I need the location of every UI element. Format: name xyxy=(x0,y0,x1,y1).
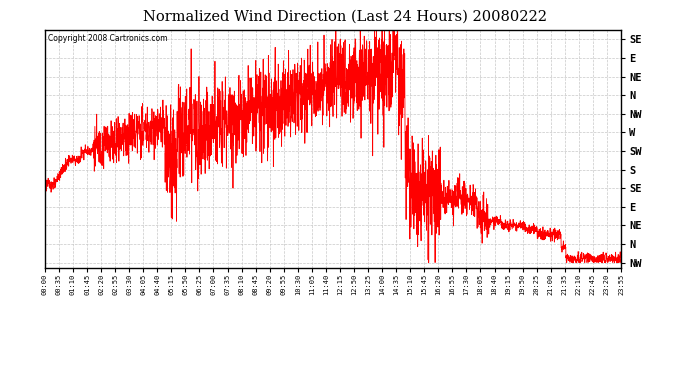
Text: Normalized Wind Direction (Last 24 Hours) 20080222: Normalized Wind Direction (Last 24 Hours… xyxy=(143,9,547,23)
Text: Copyright 2008 Cartronics.com: Copyright 2008 Cartronics.com xyxy=(48,34,167,43)
